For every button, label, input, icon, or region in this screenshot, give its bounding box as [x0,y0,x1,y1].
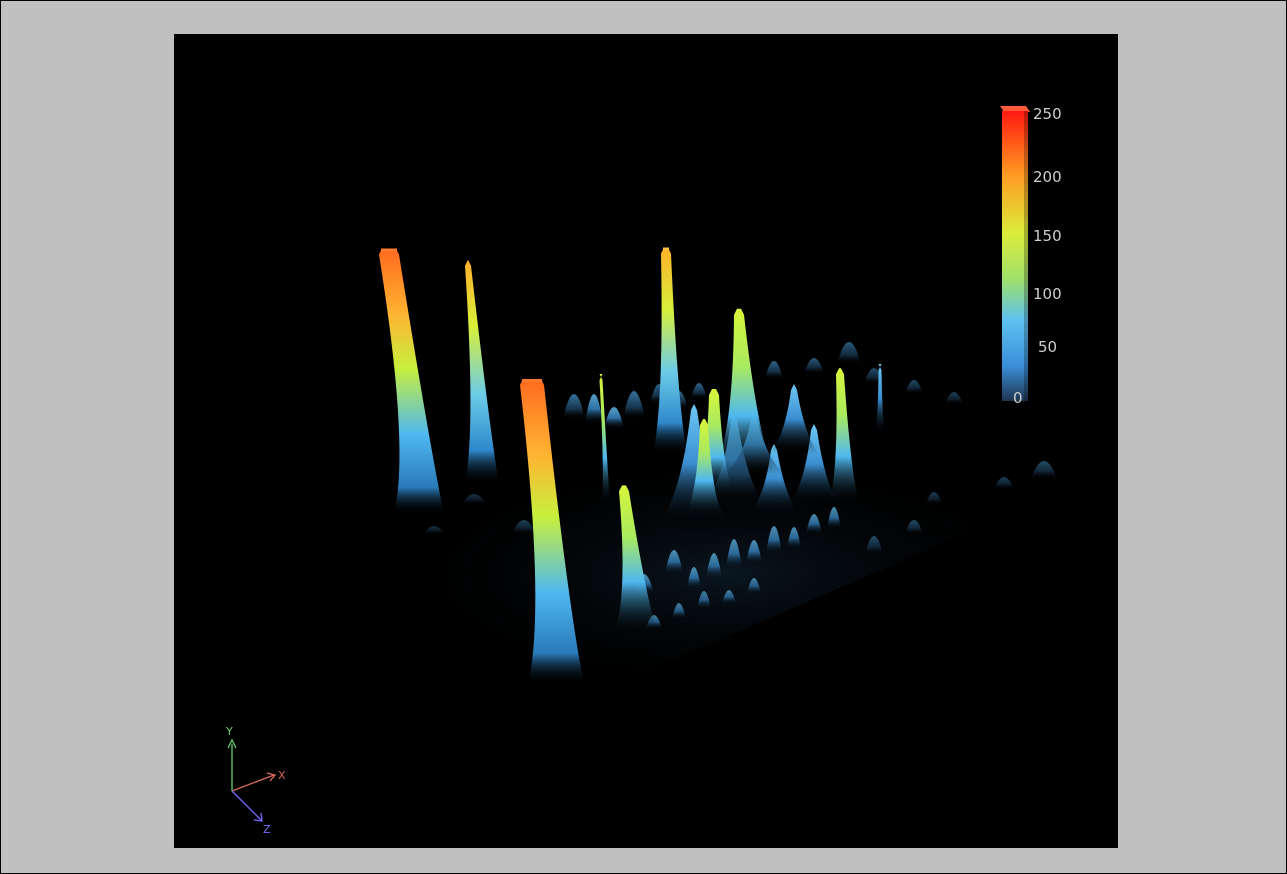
surface-bump [787,527,801,549]
background-bumps [424,342,1057,629]
peaks-group [379,247,885,684]
peak-mid-yellow-b [686,419,722,514]
surface-bump [697,591,711,609]
peak-left-thin [465,259,499,484]
z-axis-label: Z [263,823,271,836]
peak-right-cluster [714,308,774,474]
axes-triad: Y X Z [225,725,286,836]
surface-bump [746,540,762,564]
surface-bump [462,494,486,504]
colorbar-tick-150: 150 [1033,227,1062,245]
surface-bump [926,492,942,504]
surface-bump [585,394,603,424]
surface-plot: 250 200 150 100 50 0 Y X Z [225,105,1064,836]
colorbar: 250 200 150 100 50 0 [1000,105,1062,407]
z-axis-line [231,790,262,821]
surface-bump [766,526,782,554]
surface-bump [994,477,1014,489]
surface-bump [837,342,861,364]
peak-center-back-cap [663,247,669,251]
surface-bump [706,553,722,579]
colorbar-tick-200: 200 [1033,168,1062,186]
surface-mound [749,444,799,514]
surface-bump [905,520,923,534]
surface-bump [945,392,963,404]
peak-far-right-thin [875,364,885,434]
surface-bump [687,567,701,589]
colorbar-tick-250: 250 [1033,105,1062,123]
colorbar-side [1024,111,1028,401]
peak-right-small [829,368,859,504]
surface-bump [765,361,783,379]
surface-bump [604,407,624,429]
colorbar-tick-50: 50 [1038,338,1057,356]
z-axis-arrow [253,812,263,822]
surface-bump [722,590,736,604]
surface-bump [691,383,707,399]
surface-bump [665,550,683,574]
surface-bump [865,536,883,554]
x-axis-arrow [266,772,277,782]
surface-bump [512,520,536,534]
surface-bump [747,578,761,594]
y-axis-label: Y [225,725,233,738]
surface-bump [726,539,742,569]
surface-bump [424,526,444,534]
colorbar-tick-0: 0 [1013,389,1023,407]
y-axis-arrow [227,738,237,749]
peak-thin-green [599,374,610,504]
peak-center-back [653,247,687,454]
surface-mound [789,424,839,504]
colorbar-bar [1002,111,1028,401]
peak-center-front-cap [522,378,542,382]
surface-bump [905,380,923,394]
3d-viewport[interactable]: 250 200 150 100 50 0 Y X Z [174,34,1118,848]
peak-left-tall [379,248,444,514]
surface-bump [827,507,841,529]
x-axis-line [231,774,275,792]
surface-bump [1031,461,1057,479]
surface-bump [672,603,686,619]
surface-bump [806,514,822,534]
peak-left-tall-cap [381,248,397,252]
colorbar-top-face [1000,106,1030,112]
x-axis-label: X [278,769,286,782]
surface-bump [563,394,585,419]
peak-mid-yellow [614,485,658,634]
surface-bump [804,358,824,374]
colorbar-tick-100: 100 [1033,285,1062,303]
surface-bump [623,391,645,419]
surface-mound [769,384,819,454]
peak-center-front [520,378,584,684]
